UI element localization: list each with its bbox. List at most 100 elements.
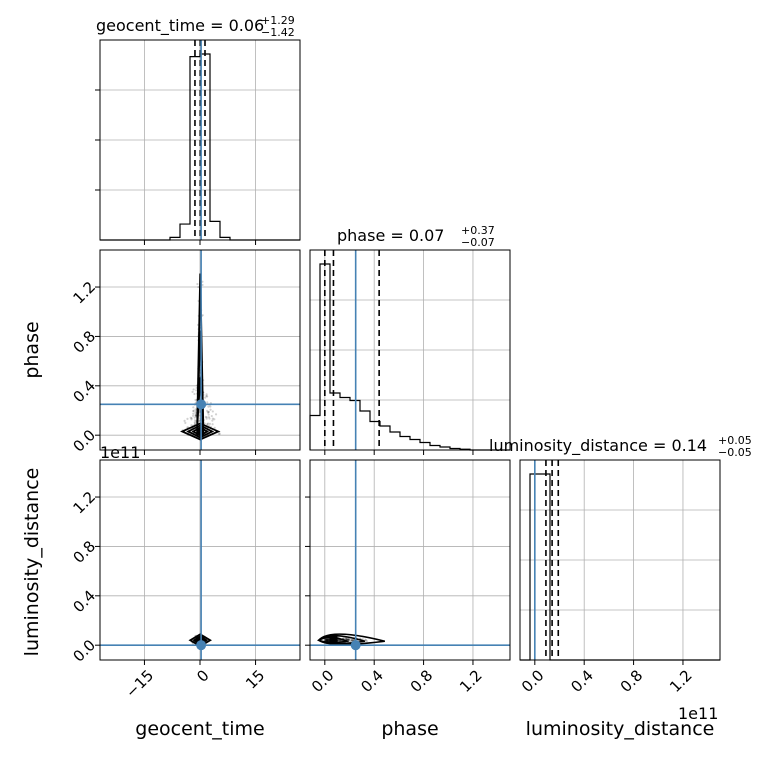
scatter-geocent-time-vs-phase-sample	[201, 283, 204, 287]
scatter-geocent-time-vs-phase-sample	[184, 421, 187, 425]
scatter-geocent-time-vs-phase-sample	[203, 422, 206, 425]
xtick-label-phase: 0.8	[407, 666, 437, 696]
scatter-phase-vs-luminosity-distance-sample	[347, 639, 350, 642]
scatter-geocent-time-vs-phase-contour-0	[180, 422, 221, 441]
scatter-geocent-time-vs-phase-sample	[204, 415, 207, 419]
scatter-phase-vs-luminosity-distance-sample	[365, 640, 369, 643]
scatter-geocent-time-vs-phase-sample	[193, 416, 196, 419]
scatter-geocent-time-vs-phase-sample	[213, 426, 216, 430]
scatter-phase-vs-luminosity-distance-sample	[337, 639, 340, 642]
xtick-label-luminosity-distance: 0.8	[617, 666, 647, 696]
scatter-geocent-time-vs-phase-sample	[207, 416, 211, 419]
scatter-phase-vs-luminosity-distance-sample	[348, 637, 351, 640]
scatter-geocent-time-vs-luminosity-distance-truth-point	[196, 640, 207, 651]
scatter-phase-vs-luminosity-distance-sample	[347, 638, 350, 642]
offset-text-left: 1e11	[100, 443, 140, 462]
xtick-label-phase: 1.2	[456, 666, 486, 696]
scatter-geocent-time-vs-phase-sample	[194, 413, 197, 417]
scatter-phase-vs-luminosity-distance-sample	[336, 639, 340, 642]
xtick-label-geocent-time: −15	[122, 666, 157, 701]
scatter-phase-vs-luminosity-distance-sample	[325, 639, 328, 642]
scatter-geocent-time-vs-phase-sample	[201, 314, 204, 317]
xtick-label-luminosity-distance: 1.2	[666, 666, 696, 696]
scatter-phase-vs-luminosity-distance-sample	[338, 639, 341, 642]
scatter-geocent-time-vs-phase-sample	[192, 414, 195, 417]
scatter-geocent-time-vs-phase-sample	[194, 398, 197, 402]
ylabel-luminosity-distance: luminosity_distance	[21, 468, 43, 657]
scatter-phase-vs-luminosity-distance-sample	[327, 638, 330, 641]
title-geocent-time-sub: −1.42	[261, 26, 295, 39]
scatter-geocent-time-vs-phase-sample	[207, 413, 210, 416]
scatter-phase-vs-luminosity-distance-sample	[336, 639, 340, 642]
scatter-phase-vs-luminosity-distance-sample	[327, 639, 330, 642]
scatter-geocent-time-vs-phase-sample	[189, 416, 192, 419]
scatter-geocent-time-vs-phase-sample	[192, 406, 195, 409]
xtick-label-luminosity-distance: 0.0	[518, 666, 548, 696]
scatter-geocent-time-vs-phase-sample	[211, 417, 214, 420]
scatter-geocent-time-vs-phase-sample	[186, 417, 189, 420]
scatter-geocent-time-vs-luminosity-distance-frame	[99, 459, 301, 661]
scatter-geocent-time-vs-phase-sample	[211, 423, 214, 426]
scatter-geocent-time-vs-phase-sample	[206, 422, 209, 426]
scatter-phase-vs-luminosity-distance-sample	[325, 639, 329, 642]
offset-text-bottom: 1e11	[678, 704, 718, 723]
scatter-geocent-time-vs-phase-sample	[196, 282, 199, 286]
scatter-phase-vs-luminosity-distance-frame	[309, 459, 511, 661]
title-phase-sup: +0.37	[461, 224, 495, 237]
scatter-phase-vs-luminosity-distance-sample	[347, 638, 350, 641]
scatter-geocent-time-vs-phase-sample	[205, 394, 208, 398]
scatter-phase-vs-luminosity-distance-sample	[346, 637, 349, 640]
scatter-phase-vs-luminosity-distance-sample	[364, 639, 368, 642]
scatter-phase-vs-luminosity-distance-sample	[327, 638, 330, 641]
scatter-phase-vs-luminosity-distance-sample	[339, 639, 342, 642]
scatter-phase-vs-luminosity-distance-density-peak	[329, 636, 338, 645]
scatter-geocent-time-vs-phase-contour-spike-1	[196, 330, 205, 426]
scatter-geocent-time-vs-phase-sample	[193, 421, 196, 424]
scatter-phase-vs-luminosity-distance-sample	[326, 638, 329, 641]
scatter-geocent-time-vs-phase-sample	[193, 392, 196, 396]
scatter-geocent-time-vs-phase-sample	[213, 418, 216, 421]
title-phase: phase = 0.07	[337, 226, 444, 245]
xlabel-luminosity-distance: luminosity_distance	[526, 718, 715, 740]
scatter-phase-vs-luminosity-distance-sample	[325, 638, 328, 641]
ylabel-phase: phase	[21, 321, 43, 378]
scatter-geocent-time-vs-phase-sample	[190, 424, 193, 427]
hist-geocent-time-frame	[99, 39, 301, 241]
ytick-label-phase: 0.8	[70, 327, 100, 357]
ytick-label-phase: 0.4	[70, 377, 100, 407]
ytick-label-phase: 0.0	[70, 426, 100, 456]
scatter-phase-vs-luminosity-distance-sample	[350, 638, 354, 642]
scatter-geocent-time-vs-phase-contour-spike-2	[196, 377, 205, 428]
scatter-phase-vs-luminosity-distance-sample	[345, 637, 348, 640]
scatter-geocent-time-vs-phase-sample	[208, 417, 211, 420]
scatter-geocent-time-vs-phase-sample	[218, 432, 221, 435]
ytick-label-phase: 1.2	[70, 278, 100, 308]
scatter-geocent-time-vs-phase-sample	[197, 285, 200, 289]
scatter-geocent-time-vs-phase-sample	[207, 422, 210, 425]
scatter-phase-vs-luminosity-distance-sample	[345, 638, 349, 641]
scatter-phase-vs-luminosity-distance-sample	[326, 637, 329, 641]
scatter-geocent-time-vs-phase-sample	[214, 413, 218, 416]
scatter-phase-vs-luminosity-distance-sample	[327, 638, 330, 642]
scatter-geocent-time-vs-phase-contour-1	[186, 424, 215, 439]
scatter-phase-vs-luminosity-distance-sample	[347, 637, 350, 640]
scatter-geocent-time-vs-phase-sample	[206, 411, 210, 414]
title-luminosity-distance: luminosity_distance = 0.14	[489, 436, 707, 456]
scatter-phase-vs-luminosity-distance-sample	[350, 639, 353, 642]
scatter-geocent-time-vs-phase-sample	[205, 416, 208, 419]
scatter-geocent-time-vs-phase-sample	[192, 409, 195, 412]
scatter-phase-vs-luminosity-distance-sample	[326, 638, 329, 641]
scatter-geocent-time-vs-phase-sample	[205, 393, 208, 396]
scatter-phase-vs-luminosity-distance-sample	[364, 638, 367, 641]
ytick-label-luminosity-distance: 0.8	[70, 537, 100, 567]
scatter-phase-vs-luminosity-distance-sample	[343, 637, 346, 640]
scatter-geocent-time-vs-phase-sample	[209, 408, 212, 411]
hist-luminosity-distance-frame	[519, 459, 721, 661]
xlabel-phase: phase	[381, 718, 438, 740]
xlabel-geocent-time: geocent_time	[135, 718, 264, 740]
scatter-geocent-time-vs-phase-sample	[192, 410, 195, 413]
scatter-phase-vs-luminosity-distance-sample	[325, 637, 329, 641]
hist-phase-frame	[309, 249, 511, 451]
scatter-phase-vs-luminosity-distance-sample	[342, 637, 345, 640]
